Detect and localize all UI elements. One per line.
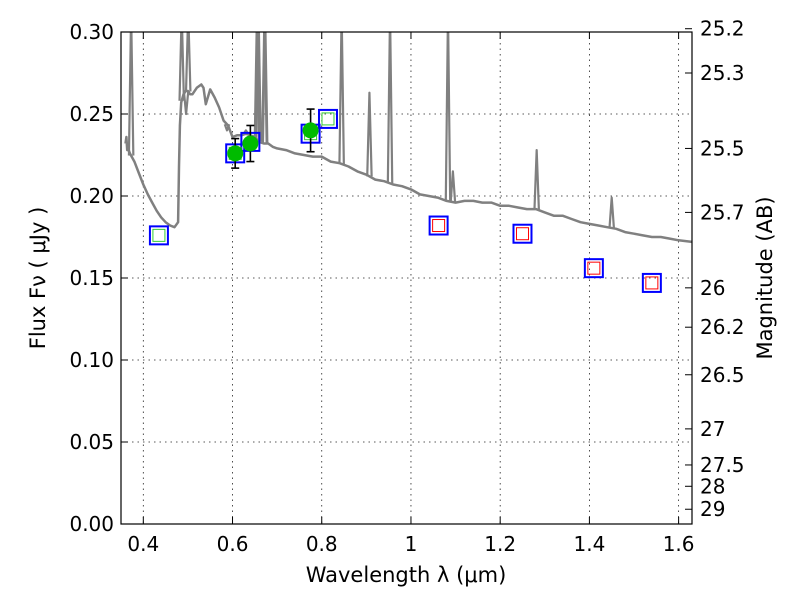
- detection-point: [227, 145, 244, 162]
- y-tick-label: 0.15: [69, 266, 114, 290]
- emission-line: [127, 32, 135, 156]
- y-axis-label: Flux Fν ( μJy ): [26, 207, 50, 350]
- x-tick-label: 0.4: [127, 532, 159, 556]
- detection-point: [242, 135, 259, 152]
- x-tick-label: 1: [405, 532, 418, 556]
- right-tick-label: 26.5: [700, 363, 745, 387]
- right-tick-label: 27: [700, 417, 725, 441]
- emission-line: [444, 32, 452, 202]
- model-box-marker: [515, 227, 529, 241]
- right-tick-label: 25.7: [700, 200, 745, 224]
- x-tick-label: 1.2: [484, 532, 516, 556]
- right-tick-label: 25.5: [700, 136, 745, 160]
- model-box-marker: [321, 112, 335, 126]
- detection-point: [302, 122, 319, 139]
- x-axis-label: Wavelength λ (μm): [306, 563, 507, 587]
- y-tick-label: 0.00: [69, 512, 114, 536]
- x-tick-label: 0.8: [306, 532, 338, 556]
- emission-line: [449, 170, 457, 203]
- emission-line: [184, 32, 192, 92]
- model-box-marker: [587, 261, 601, 275]
- model-spectrum-line: [124, 83, 692, 244]
- series-layer: [124, 32, 692, 293]
- emission-line: [338, 32, 345, 164]
- y-tick-label: 0.25: [69, 102, 114, 126]
- y-tick-label: 0.10: [69, 348, 114, 372]
- right-tick-label: 25.3: [700, 61, 745, 85]
- x-tick-label: 1.4: [573, 532, 605, 556]
- emission-line: [255, 32, 262, 142]
- y-tick-label: 0.30: [69, 20, 114, 44]
- emission-line: [261, 32, 269, 144]
- emission-line: [608, 196, 616, 229]
- observed-box-marker: [512, 223, 533, 244]
- y-tick-label: 0.05: [69, 430, 114, 454]
- x-axis: 0.4 0.6 0.8 1 1.2 1.4 1.6: [127, 32, 695, 556]
- model-box-marker: [645, 276, 659, 290]
- emission-line: [182, 90, 190, 116]
- emission-line: [178, 32, 186, 101]
- right-tick-label: 27.5: [700, 453, 745, 477]
- emission-line: [386, 32, 394, 184]
- observed-box-marker: [641, 272, 662, 293]
- model-box-marker: [152, 228, 166, 242]
- x-tick-label: 0.6: [217, 532, 249, 556]
- emission-line: [533, 148, 540, 210]
- emission-line: [223, 123, 231, 132]
- right-tick-label: 29: [700, 497, 725, 521]
- observed-box-marker: [148, 225, 169, 246]
- right-tick-label: 25.2: [700, 17, 745, 41]
- right-tick-label: 26.2: [700, 315, 745, 339]
- emission-line: [366, 91, 373, 177]
- y-axis: 0.00 0.05 0.10 0.15 0.20 0.25 0.30: [69, 20, 128, 536]
- observed-box-marker: [317, 108, 338, 129]
- x-tick-label: 1.6: [663, 532, 695, 556]
- observed-box-marker: [583, 258, 604, 279]
- y-tick-label: 0.20: [69, 184, 114, 208]
- right-axis-label: Magnitude (AB): [753, 196, 777, 359]
- right-tick-label: 28: [700, 474, 725, 498]
- right-tick-label: 26: [700, 276, 725, 300]
- observed-box-marker: [428, 215, 449, 236]
- model-box-marker: [432, 219, 446, 233]
